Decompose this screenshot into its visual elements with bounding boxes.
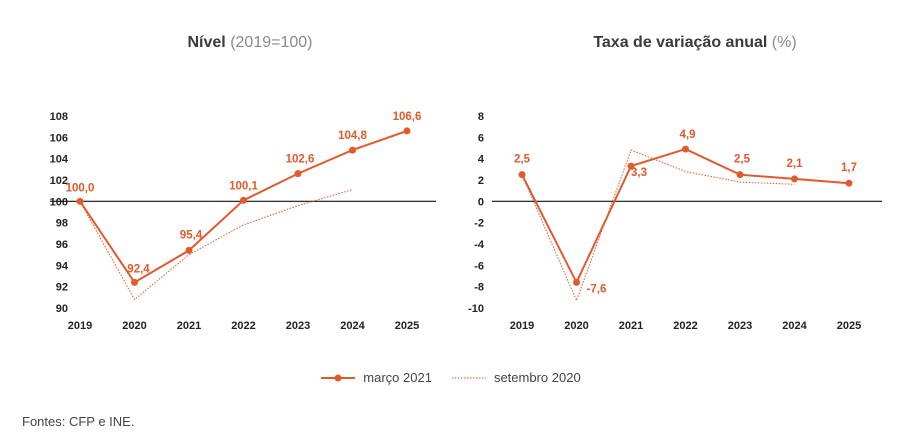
series-line-september-2020 [521, 149, 795, 302]
x-tick-label: 2022 [231, 320, 255, 332]
title-main: Taxa de variação anual [593, 34, 768, 51]
legend-dotted-line-icon [451, 377, 486, 378]
y-tick-label: 104 [50, 154, 69, 166]
y-tick-label: 90 [56, 303, 68, 315]
data-point [294, 170, 302, 178]
x-tick-label: 2023 [286, 320, 310, 332]
y-tick-label: 2 [478, 175, 484, 187]
y-tick-label: -8 [474, 282, 484, 294]
x-tick-label: 2024 [782, 320, 807, 332]
data-label: 4,9 [680, 129, 696, 141]
x-tick-label: 2021 [177, 320, 201, 332]
legend-label: março 2021 [363, 370, 432, 385]
title-sub: (2019=100) [230, 34, 313, 51]
data-label: 92,4 [127, 263, 150, 275]
data-point [403, 127, 411, 135]
data-label: 1,7 [841, 162, 857, 174]
data-label: -7,6 [587, 283, 607, 295]
y-tick-label: -10 [468, 303, 484, 315]
x-tick-label: 2021 [619, 320, 643, 332]
x-tick-label: 2020 [564, 320, 588, 332]
legend-item-september-2020: setembro 2020 [450, 370, 581, 385]
y-tick-label: 0 [478, 196, 484, 208]
y-tick-label: -4 [474, 239, 485, 251]
data-point [791, 175, 798, 183]
y-tick-label: 8 [478, 111, 484, 123]
data-label: 102,6 [286, 154, 315, 166]
title-main: Nível [187, 34, 226, 51]
data-label: 95,4 [180, 229, 203, 241]
data-label: 104,8 [338, 130, 367, 142]
y-tick-label: 100 [50, 196, 68, 208]
data-point [185, 246, 193, 254]
x-tick-label: 2024 [340, 320, 365, 332]
x-tick-label: 2023 [728, 320, 752, 332]
data-label: 2,1 [787, 158, 804, 170]
legend-solid-marker-icon [321, 374, 356, 381]
y-tick-label: 4 [478, 154, 485, 166]
x-tick-label: 2025 [837, 320, 861, 332]
y-tick-label: 6 [478, 132, 484, 144]
y-tick-label: 96 [56, 239, 68, 251]
data-label: 2,5 [514, 154, 531, 166]
data-point [627, 162, 635, 170]
data-label: 106,6 [393, 111, 422, 123]
data-label: 3,3 [631, 167, 647, 179]
x-tick-label: 2019 [68, 320, 92, 332]
data-label: 2,5 [734, 154, 751, 166]
legend-item-march-2021: março 2021 [319, 370, 432, 385]
data-point [240, 196, 247, 204]
x-tick-label: 2025 [395, 320, 419, 332]
y-tick-label: -6 [474, 260, 484, 272]
x-tick-label: 2019 [510, 320, 534, 332]
y-tick-label: 108 [50, 111, 68, 123]
legend-label: setembro 2020 [493, 370, 581, 385]
y-tick-label: 92 [56, 282, 68, 294]
chart-title-level: Nível (2019=100) [100, 34, 400, 52]
data-point [736, 171, 744, 179]
series-line-september-2020 [79, 189, 353, 301]
y-tick-label: -2 [474, 218, 484, 230]
data-point [518, 171, 526, 179]
data-point [349, 146, 356, 154]
data-point [131, 278, 138, 286]
chart-title-rate: Taxa de variação anual (%) [520, 34, 870, 52]
y-tick-label: 106 [50, 132, 68, 144]
source-note: Fontes: CFP e INE. [22, 414, 135, 429]
y-tick-label: 102 [50, 175, 68, 187]
data-point [845, 179, 853, 187]
data-point [682, 145, 689, 153]
data-label: 100,1 [229, 180, 258, 192]
title-sub: (%) [771, 34, 797, 51]
data-label: 100,0 [66, 182, 95, 194]
data-point [573, 278, 580, 286]
x-tick-label: 2022 [673, 320, 697, 332]
legend: março 2021 setembro 2020 [0, 370, 900, 385]
y-tick-label: 94 [56, 260, 69, 272]
y-tick-label: 98 [56, 218, 68, 230]
series-line-march-2021 [79, 129, 408, 284]
x-tick-label: 2020 [122, 320, 146, 332]
